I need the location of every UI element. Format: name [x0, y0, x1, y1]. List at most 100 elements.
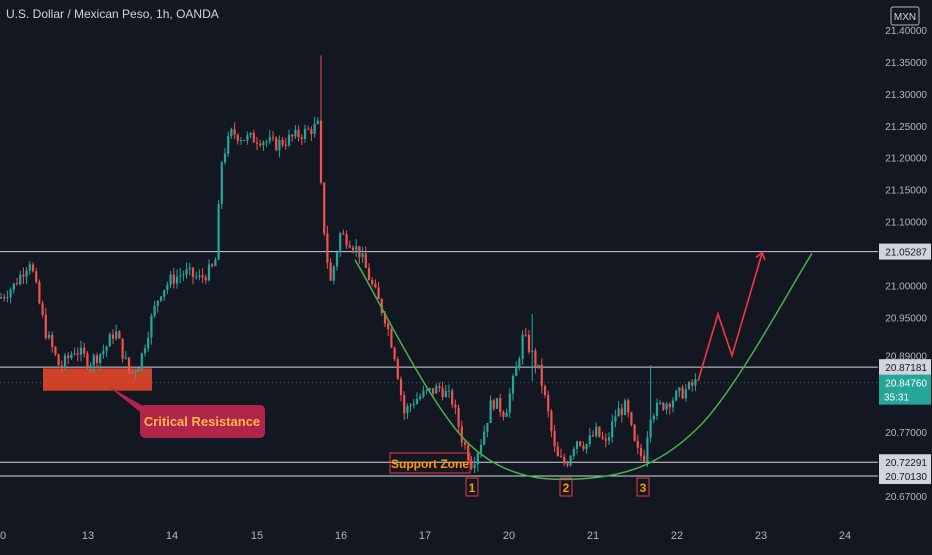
candle-body — [476, 452, 479, 465]
candle-body — [214, 259, 217, 267]
touch-marker-label: 2 — [563, 481, 570, 495]
candle-body — [649, 419, 652, 438]
candle-body — [553, 431, 556, 447]
x-tick-label: 24 — [839, 530, 851, 542]
candle-body — [415, 399, 419, 404]
candle-body — [19, 274, 22, 285]
candle-body — [406, 406, 409, 414]
candle-body — [105, 346, 108, 352]
candle-body — [623, 400, 627, 415]
candle-body — [35, 271, 38, 283]
candle-body — [323, 182, 326, 234]
candle-body — [249, 132, 252, 136]
y-tick-label: 21.25000 — [885, 122, 927, 133]
candle-body — [44, 314, 47, 338]
candle-body — [604, 438, 607, 441]
candle-body — [447, 390, 451, 392]
candle-body — [220, 162, 223, 204]
x-tick-label: 22 — [671, 530, 683, 542]
candle-body — [537, 364, 540, 367]
candle-body — [265, 141, 268, 143]
candle-body — [371, 280, 374, 285]
candle-body — [121, 338, 124, 359]
candle-body — [156, 300, 159, 306]
candle-body — [556, 446, 559, 457]
candle-body — [12, 283, 15, 290]
candle-body — [380, 298, 383, 313]
price-label-text: 20.87181 — [885, 363, 927, 374]
candle-body — [124, 357, 127, 359]
candle-body — [134, 371, 137, 373]
candle-body — [611, 421, 614, 438]
candle-body — [396, 359, 399, 379]
candle-body — [3, 297, 6, 299]
y-tick-label: 21.30000 — [885, 90, 927, 101]
candle-body — [230, 129, 233, 137]
price-axis[interactable]: 21.40000 21.35000 21.30000 21.25000 21.20000… — [878, 0, 932, 522]
candle-body — [0, 297, 3, 299]
price-label-badge — [879, 243, 931, 260]
candle-body — [483, 431, 486, 445]
candle-body — [457, 407, 460, 427]
candle-body — [559, 456, 563, 458]
candle-body — [364, 253, 367, 268]
x-tick-label: 16 — [335, 530, 347, 542]
candle-body — [191, 267, 195, 277]
price-label-text: 20.70130 — [885, 472, 927, 483]
candle-body — [89, 365, 92, 367]
touch-marker-label: 1 — [469, 481, 476, 495]
candle-body — [339, 233, 342, 253]
currency-badge: MXN — [890, 6, 920, 26]
candle-body — [579, 441, 582, 446]
candle-body — [521, 334, 524, 359]
candle-body — [294, 129, 297, 137]
candle-body — [54, 346, 57, 355]
candle-body — [83, 347, 86, 354]
price-label-badge — [879, 468, 931, 485]
candle-body — [495, 398, 499, 409]
candle-body — [630, 412, 633, 425]
candle-body — [435, 385, 438, 394]
x-tick-label: 17 — [419, 530, 431, 542]
candle-body — [291, 134, 294, 137]
candle-body — [86, 353, 89, 367]
candle-body — [636, 440, 639, 448]
chart-title: U.S. Dollar / Mexican Peso, 1h, OANDA — [6, 7, 219, 21]
candle-body — [550, 411, 553, 432]
candle-body — [684, 389, 687, 399]
candle-body — [79, 347, 83, 355]
horizontal-lines-layer — [0, 251, 878, 477]
candle-body — [99, 354, 102, 363]
touch-marker-box — [559, 477, 573, 497]
candle-body — [627, 400, 630, 413]
candle-body — [633, 424, 636, 441]
candle-body — [278, 139, 281, 151]
candle-body — [508, 393, 511, 413]
candle-body — [271, 137, 275, 139]
y-tick-label: 20.67000 — [885, 492, 927, 503]
candle-body — [438, 385, 441, 388]
candle-body — [617, 408, 620, 417]
projection-arrow — [697, 253, 762, 382]
x-tick-label: 15 — [251, 530, 263, 542]
candle-body — [355, 246, 358, 251]
candle-body — [236, 134, 239, 141]
candle-body — [143, 348, 147, 354]
candle-body — [259, 143, 262, 146]
candle-body — [687, 382, 691, 390]
candle-body — [345, 234, 348, 246]
y-tick-label: 21.35000 — [885, 58, 927, 69]
time-axis[interactable]: 10 13 14 15 16 17 20 21 22 23 24 — [0, 530, 851, 542]
candle-body — [643, 455, 646, 462]
candle-body — [67, 355, 70, 358]
candle-body — [361, 253, 364, 258]
candle-body — [281, 139, 284, 145]
candle-body — [675, 391, 678, 401]
candle-body — [188, 267, 191, 270]
candle-body — [646, 437, 649, 462]
candle-body — [204, 277, 207, 281]
candle-body — [566, 463, 569, 466]
